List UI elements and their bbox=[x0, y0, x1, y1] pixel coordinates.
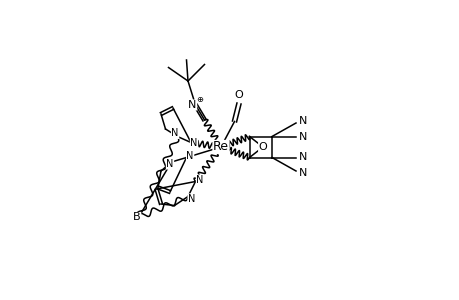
Text: N: N bbox=[171, 128, 179, 139]
Text: O: O bbox=[258, 142, 267, 152]
Text: B: B bbox=[133, 212, 140, 223]
Text: N: N bbox=[299, 152, 307, 163]
Text: N: N bbox=[166, 159, 174, 169]
Text: N: N bbox=[299, 131, 307, 142]
Text: N: N bbox=[299, 167, 307, 178]
Text: N: N bbox=[186, 151, 193, 161]
Text: N: N bbox=[190, 137, 197, 148]
Text: Re: Re bbox=[213, 140, 229, 154]
Text: O: O bbox=[234, 90, 243, 100]
Text: ⊕: ⊕ bbox=[196, 95, 202, 104]
Text: N: N bbox=[188, 194, 195, 204]
Text: N: N bbox=[196, 175, 203, 185]
Text: N: N bbox=[299, 116, 307, 127]
Text: N: N bbox=[188, 100, 196, 110]
